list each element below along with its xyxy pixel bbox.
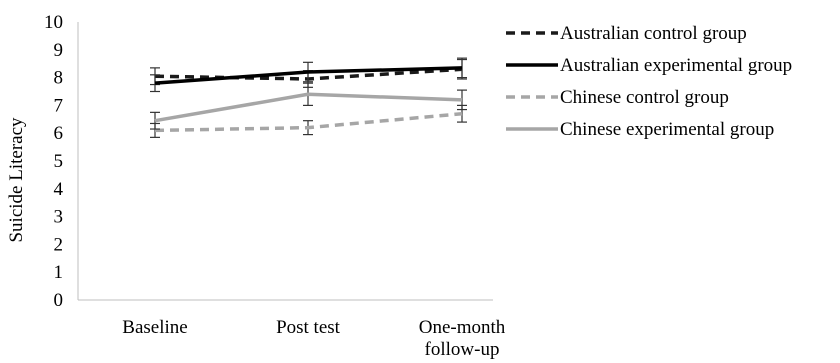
series-group	[150, 57, 467, 138]
series-line	[154, 66, 463, 85]
y-tick-label: 8	[54, 68, 64, 89]
legend: Australian control group Australian exper…	[506, 23, 792, 140]
y-tick-label: 0	[54, 290, 64, 311]
legend-label: Chinese control group	[560, 87, 729, 108]
legend-label: Australian experimental group	[560, 55, 792, 76]
y-tick-label: 6	[54, 123, 64, 144]
y-axis-label: Suicide Literacy	[6, 117, 27, 243]
y-tick-label: 5	[54, 151, 64, 172]
y-tick-labels: 0 1 2 3 4 5 6 7 8 9 10	[44, 12, 64, 311]
legend-item: Chinese experimental group	[506, 119, 774, 140]
x-tick-labels: Baseline Post test One-month follow-up	[122, 317, 505, 360]
series-3	[150, 104, 467, 138]
y-tick-label: 2	[54, 234, 64, 255]
legend-item: Australian control group	[506, 23, 747, 44]
legend-label: Australian control group	[560, 23, 747, 44]
x-tick-label: Baseline	[122, 317, 187, 338]
y-tick-label: 3	[54, 207, 64, 228]
legend-label: Chinese experimental group	[560, 119, 774, 140]
legend-item: Chinese control group	[506, 87, 729, 108]
series-line	[154, 92, 463, 123]
series-2	[150, 57, 467, 93]
y-tick-label: 9	[54, 40, 64, 61]
y-tick-label: 7	[54, 95, 64, 116]
legend-item: Australian experimental group	[506, 55, 792, 76]
series-4	[150, 82, 467, 130]
axes	[77, 22, 493, 301]
y-tick-label: 1	[54, 262, 64, 283]
y-tick-label: 4	[54, 179, 64, 200]
series-line	[154, 111, 463, 133]
x-tick-label: One-month follow-up	[419, 317, 506, 360]
x-tick-label: Post test	[276, 317, 341, 338]
y-tick-label: 10	[44, 12, 63, 33]
